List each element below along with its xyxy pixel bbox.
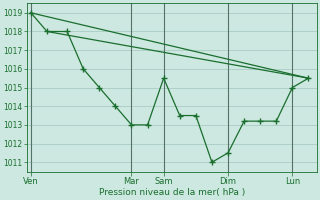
X-axis label: Pression niveau de la mer( hPa ): Pression niveau de la mer( hPa )	[99, 188, 245, 197]
